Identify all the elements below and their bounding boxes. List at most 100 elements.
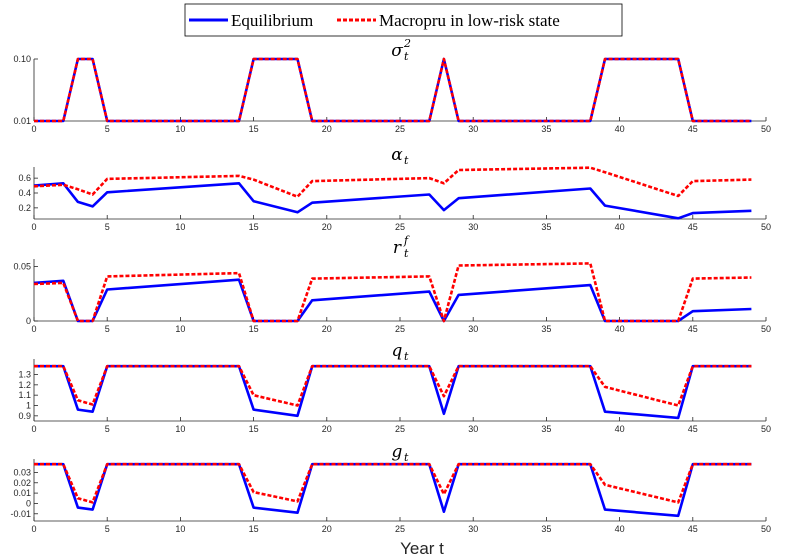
legend-label-equilibrium: Equilibrium (231, 11, 313, 30)
series-line-equilibrium (34, 183, 751, 218)
panel-alpha: 0 5 10 15 20 25 30 35 40 45 50 0.6 0.4 0.2 α t (18, 145, 771, 232)
panel-title-superscript: f (403, 234, 410, 247)
series-line-macropru (34, 464, 751, 502)
x-tick-label: 10 (175, 222, 185, 232)
x-tick-label: 20 (322, 222, 332, 232)
y-tick-label: 0.2 (18, 203, 31, 213)
y-tick-label: 0.6 (18, 173, 31, 183)
series-line-equilibrium (34, 59, 751, 121)
x-tick-label: 25 (395, 222, 405, 232)
panel-title-superscript: 2 (403, 37, 411, 50)
y-tick-label: 1 (26, 401, 31, 411)
x-tick-label: 25 (395, 124, 405, 134)
y-tick-label: 1.3 (18, 370, 31, 380)
panel-q: 0 5 10 15 20 25 30 35 40 45 501.31.21.110.9q t (18, 341, 771, 434)
x-tick-label: 50 (761, 222, 771, 232)
x-tick-label: 30 (468, 524, 478, 534)
x-tick-label: 25 (395, 524, 405, 534)
panel-sigma: 0 5 10 15 20 25 30 35 40 45 50 0.10 0.01 σ 2t (13, 37, 771, 134)
y-tick-label: 1.1 (18, 390, 31, 400)
series-line-macropru (34, 59, 751, 121)
y-tick-label: 0.01 (13, 116, 31, 126)
panels: 0 5 10 15 20 25 30 35 40 45 500.100.01σ 2t0 5 10 15 20 2… (10, 37, 771, 534)
panel-g: 0 5 10 15 20 25 30 35 40 45 500.030.020.010-0.01g t (10, 442, 771, 534)
y-tick-label: 1.2 (18, 380, 31, 390)
y-tick-label: 0 (26, 316, 31, 326)
y-tick-label: 0 (26, 498, 31, 508)
x-tick-label: 35 (541, 424, 551, 434)
x-tick-label: 35 (541, 222, 551, 232)
panel-title: α (391, 145, 403, 165)
x-tick-label: 20 (322, 424, 332, 434)
x-tick-label: 40 (615, 524, 625, 534)
x-tick-label: 25 (395, 324, 405, 334)
x-tick-label: 40 (615, 424, 625, 434)
x-tick-label: 20 (322, 124, 332, 134)
x-tick-label: 45 (688, 324, 698, 334)
panel-title: σ (391, 41, 403, 61)
x-tick-label: 50 (761, 424, 771, 434)
x-tick-label: 15 (249, 222, 259, 232)
x-tick-label: 10 (175, 124, 185, 134)
x-tick-label: 30 (468, 124, 478, 134)
legend-label-macropru: Macropru in low-risk state (379, 11, 560, 30)
x-tick-label: 30 (468, 424, 478, 434)
y-tick-label: 0.02 (13, 478, 31, 488)
x-tick-label: 45 (688, 524, 698, 534)
series-line-equilibrium (34, 280, 751, 321)
series-line-macropru (34, 263, 751, 321)
x-tick-label: 15 (249, 124, 259, 134)
x-tick-label: 35 (541, 324, 551, 334)
y-tick-label: 0.01 (13, 488, 31, 498)
x-tick-label: 0 (31, 222, 36, 232)
panel-title: g (392, 442, 403, 462)
x-tick-label: 45 (688, 124, 698, 134)
y-tick-label: 0.9 (18, 411, 31, 421)
x-tick-label: 15 (249, 424, 259, 434)
x-tick-label: 50 (761, 524, 771, 534)
legend: Equilibrium Macropru in low-risk state (185, 4, 622, 36)
x-tick-label: 50 (761, 124, 771, 134)
series-line-macropru (34, 366, 751, 405)
x-tick-label: 5 (105, 124, 110, 134)
panel-title-subscript: t (404, 451, 409, 464)
x-tick-label: 25 (395, 424, 405, 434)
x-tick-label: 15 (249, 524, 259, 534)
panel-title-subscript: t (404, 247, 409, 260)
x-tick-label: 5 (105, 424, 110, 434)
x-tick-label: 45 (688, 424, 698, 434)
x-tick-label: 20 (322, 524, 332, 534)
x-tick-label: 30 (468, 222, 478, 232)
series-line-macropru (34, 168, 751, 197)
x-tick-label: 10 (175, 524, 185, 534)
panel-rf: 0 5 10 15 20 25 30 35 40 45 50 0.05 0 r ft (13, 234, 771, 334)
x-tick-label: 10 (175, 324, 185, 334)
x-tick-label: 0 (31, 324, 36, 334)
panel-title-subscript: t (404, 350, 409, 363)
x-tick-label: 35 (541, 124, 551, 134)
x-axis-label: Year t (400, 539, 444, 558)
x-tick-label: 0 (31, 524, 36, 534)
panel-title-subscript: t (404, 50, 409, 63)
x-tick-label: 15 (249, 324, 259, 334)
x-tick-label: 35 (541, 524, 551, 534)
x-tick-label: 30 (468, 324, 478, 334)
x-tick-label: 0 (31, 124, 36, 134)
y-tick-label: 0.10 (13, 54, 31, 64)
x-tick-label: 40 (615, 324, 625, 334)
panel-title: r (393, 238, 402, 258)
x-tick-label: 5 (105, 222, 110, 232)
panel-title-subscript: t (404, 154, 409, 167)
x-tick-label: 10 (175, 424, 185, 434)
x-tick-label: 5 (105, 324, 110, 334)
series-line-equilibrium (34, 464, 751, 516)
panel-title: q (392, 341, 403, 361)
x-tick-label: 40 (615, 124, 625, 134)
y-tick-label: -0.01 (10, 509, 31, 519)
y-tick-label: 0.03 (13, 467, 31, 477)
series-line-equilibrium (34, 366, 751, 418)
x-tick-label: 45 (688, 222, 698, 232)
y-tick-label: 0.05 (13, 262, 31, 272)
x-tick-label: 50 (761, 324, 771, 334)
